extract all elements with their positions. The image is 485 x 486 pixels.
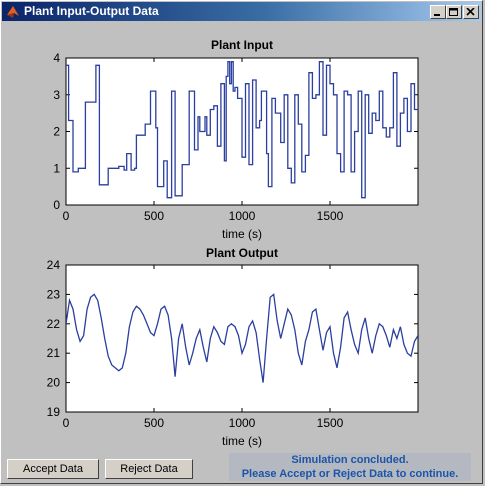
chart-title-0: Plant Input — [211, 38, 273, 52]
x-axis-label-0: time (s) — [222, 227, 262, 241]
maximize-icon — [449, 8, 458, 16]
x-tick-label-0: 1000 — [229, 209, 256, 223]
y-tick-label-1: 21 — [47, 346, 61, 360]
y-tick-label-0: 2 — [53, 125, 60, 139]
x-tick-label-0: 0 — [63, 209, 70, 223]
y-tick-label-0: 1 — [53, 161, 60, 175]
series-line-1-0 — [66, 293, 418, 383]
series-line-0-0 — [66, 61, 418, 199]
status-line-2: Please Accept or Reject Data to continue… — [241, 468, 459, 480]
status-line-1: Simulation concluded. — [291, 454, 409, 466]
y-tick-label-1: 24 — [47, 258, 61, 272]
x-tick-label-0: 500 — [144, 209, 164, 223]
minimize-button[interactable] — [430, 5, 446, 19]
reject-data-button[interactable]: Reject Data — [105, 459, 193, 479]
y-tick-label-1: 20 — [47, 376, 61, 390]
x-tick-label-1: 1500 — [317, 416, 344, 430]
accept-data-button[interactable]: Accept Data — [7, 459, 99, 479]
x-tick-label-0: 1500 — [317, 209, 344, 223]
chart-title-1: Plant Output — [206, 246, 278, 260]
y-tick-label-1: 19 — [47, 405, 61, 419]
x-axis-label-1: time (s) — [222, 434, 262, 448]
y-tick-label-0: 3 — [53, 88, 60, 102]
title-bar[interactable]: Plant Input-Output Data — [2, 2, 481, 21]
y-tick-label-0: 0 — [53, 198, 60, 212]
x-tick-label-1: 1000 — [229, 416, 256, 430]
y-tick-label-0: 4 — [53, 51, 60, 65]
x-tick-label-1: 500 — [144, 416, 164, 430]
maximize-button[interactable] — [446, 5, 462, 19]
close-icon — [466, 8, 475, 16]
minimize-icon — [434, 14, 440, 16]
status-message: Simulation concluded. Please Accept or R… — [229, 453, 471, 481]
close-button[interactable] — [463, 5, 479, 19]
plot-axes-box-1 — [65, 264, 419, 413]
window-title: Plant Input-Output Data — [24, 4, 159, 18]
matlab-icon — [7, 6, 19, 18]
y-tick-label-1: 22 — [47, 317, 61, 331]
x-tick-label-1: 0 — [63, 416, 70, 430]
y-tick-label-1: 23 — [47, 287, 61, 301]
